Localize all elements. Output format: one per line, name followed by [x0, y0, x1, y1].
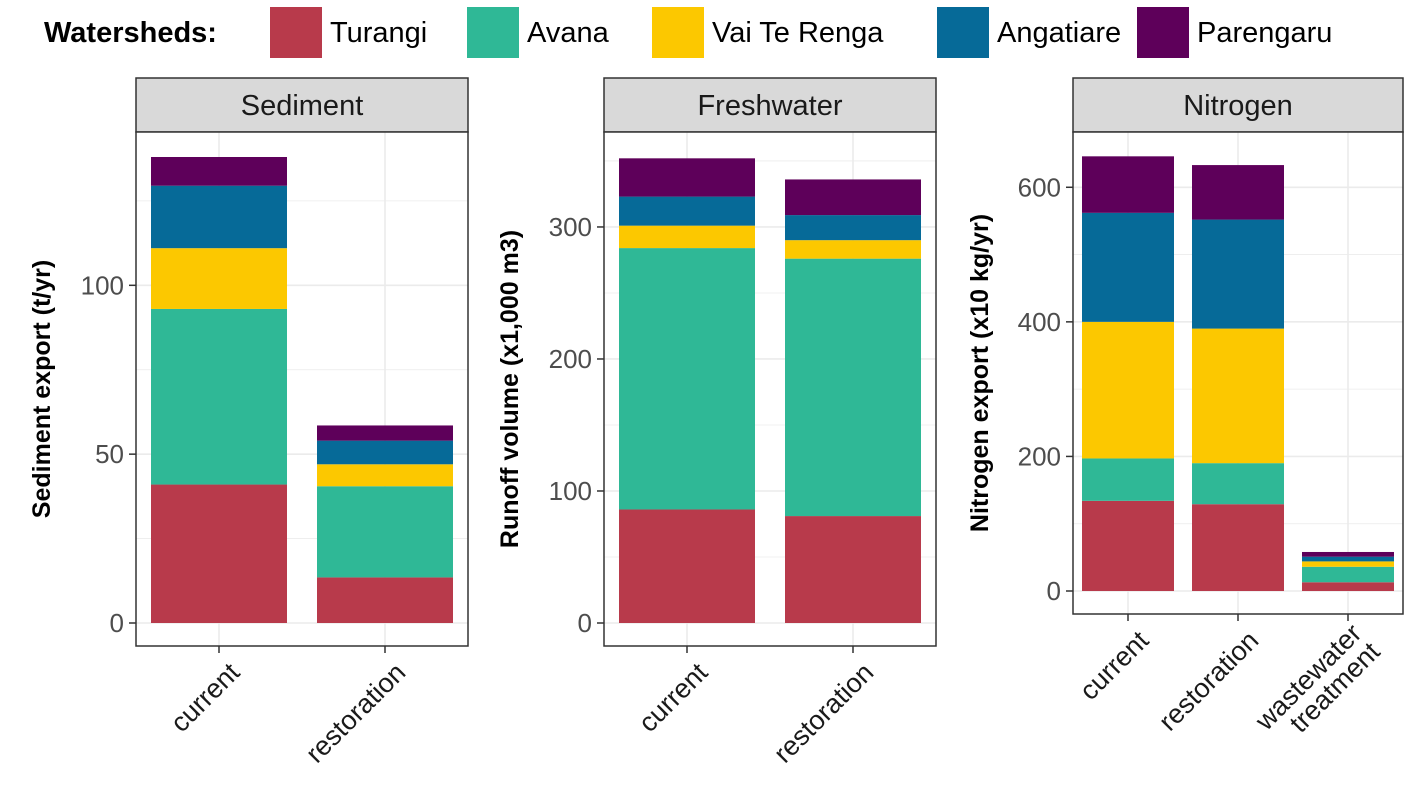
legend-key-parengaru: [1137, 7, 1189, 58]
bar-vai-te-renga-restoration: [785, 240, 921, 259]
legend-item-angatiare: Angatiare: [937, 7, 1121, 58]
bar-avana-current: [151, 308, 287, 485]
y-tick-label: 200: [1018, 441, 1061, 471]
bar-avana-wastewater-treatment: [1302, 566, 1394, 583]
legend-label-angatiare: Angatiare: [997, 17, 1121, 49]
y-tick-label: 0: [1047, 576, 1061, 606]
facet-strip-sediment: [135, 77, 469, 133]
x-tick-label-line: current: [633, 657, 714, 738]
bar-avana-restoration: [785, 258, 921, 517]
bars: [151, 157, 453, 623]
bar-parengaru-restoration: [1192, 165, 1284, 220]
facet-title-sediment: Sediment: [241, 90, 364, 122]
legend-key-angatiare: [937, 7, 989, 58]
x-tick-label-current: current: [1074, 625, 1155, 706]
bars: [1082, 156, 1394, 591]
bar-turangi-restoration: [1192, 504, 1284, 591]
x-tick-label-line: current: [165, 657, 246, 738]
bar-avana-current: [619, 248, 755, 510]
x-tick-label-current: current: [633, 657, 714, 738]
y-tick-label: 100: [81, 270, 124, 300]
bar-parengaru-restoration: [785, 179, 921, 216]
y-tick-label: 200: [549, 344, 592, 374]
bar-vai-te-renga-current: [151, 248, 287, 309]
legend-label-turangi: Turangi: [330, 17, 427, 49]
x-tick-label-current: current: [165, 657, 246, 738]
y-tick-label: 300: [549, 212, 592, 242]
facet-title-freshwater: Freshwater: [697, 90, 842, 122]
panel-sediment: Sediment 0 50 100 current restoration Sediment…: [28, 77, 469, 769]
legend: Watersheds: Turangi Avana Vai Te Renga Angat…: [44, 7, 1332, 58]
panel-border: [135, 131, 469, 647]
x-tick-label-line: restoration: [300, 657, 411, 768]
panel-freshwater: Freshwater 0 100 200 300 current restoration Ru…: [496, 77, 937, 769]
bar-parengaru-restoration: [317, 425, 453, 441]
bar-vai-te-renga-restoration: [317, 464, 453, 487]
bar-vai-te-renga-restoration: [1192, 328, 1284, 464]
legend-label-avana: Avana: [527, 17, 610, 49]
x-tick-label-line: restoration: [1153, 625, 1264, 736]
bar-vai-te-renga-current: [1082, 321, 1174, 459]
legend-key-turangi: [270, 7, 322, 58]
bar-parengaru-current: [151, 157, 287, 186]
y-tick-label: 600: [1018, 172, 1061, 202]
bar-turangi-wastewater-treatment: [1302, 582, 1394, 591]
bar-vai-te-renga-wastewater-treatment: [1302, 561, 1394, 567]
legend-item-parengaru: Parengaru: [1137, 7, 1332, 58]
legend-label-vai-te-renga: Vai Te Renga: [712, 17, 884, 49]
legend-item-avana: Avana: [467, 7, 610, 58]
x-tick-label-restoration: restoration: [1153, 625, 1264, 736]
bar-angatiare-current: [619, 196, 755, 226]
x-tick-label-restoration: restoration: [768, 657, 879, 768]
bar-parengaru-current: [619, 158, 755, 197]
bar-parengaru-wastewater-treatment: [1302, 551, 1394, 557]
x-tick-label-line: restoration: [768, 657, 879, 768]
y-tick-label: 50: [95, 439, 124, 469]
bar-parengaru-current: [1082, 156, 1174, 213]
bar-angatiare-wastewater-treatment: [1302, 556, 1394, 562]
facet-strip-freshwater: [603, 77, 937, 133]
x-tick-label-restoration: restoration: [300, 657, 411, 768]
y-tick-label: 100: [549, 476, 592, 506]
bar-angatiare-restoration: [1192, 219, 1284, 329]
bar-turangi-current: [619, 509, 755, 623]
legend-label-parengaru: Parengaru: [1197, 17, 1332, 49]
bars: [619, 158, 921, 623]
y-axis-title-sediment: Sediment export (t/yr): [28, 260, 56, 518]
panel-nitrogen: Nitrogen 0 200 400 600 currentrestorationwast…: [966, 77, 1404, 755]
bar-angatiare-restoration: [317, 440, 453, 465]
bar-turangi-current: [151, 484, 287, 623]
legend-item-turangi: Turangi: [270, 7, 427, 58]
x-tick-label-wastewater-treatment: wastewatertreatment: [1249, 618, 1386, 755]
y-tick-label: 400: [1018, 307, 1061, 337]
y-tick-label: 0: [110, 608, 124, 638]
bar-turangi-restoration: [785, 516, 921, 623]
panel-border: [603, 131, 937, 647]
legend-key-avana: [467, 7, 519, 58]
legend-item-vai-te-renga: Vai Te Renga: [652, 7, 884, 58]
legend-key-vai-te-renga: [652, 7, 704, 58]
bar-turangi-restoration: [317, 577, 453, 623]
bar-angatiare-current: [151, 185, 287, 249]
facet-strip-nitrogen: [1072, 77, 1404, 133]
bar-avana-restoration: [317, 486, 453, 578]
facet-title-nitrogen: Nitrogen: [1183, 90, 1293, 122]
legend-title: Watersheds:: [44, 17, 217, 49]
y-axis-title-nitrogen: Nitrogen export (x10 kg/yr): [966, 214, 994, 532]
bar-turangi-current: [1082, 500, 1174, 591]
bar-avana-current: [1082, 458, 1174, 501]
y-axis-title-freshwater: Runoff volume (x1,000 m3): [496, 230, 524, 548]
bar-angatiare-current: [1082, 212, 1174, 322]
y-tick-label: 0: [578, 608, 592, 638]
bar-vai-te-renga-current: [619, 225, 755, 249]
bar-angatiare-restoration: [785, 215, 921, 241]
x-tick-label-line: current: [1074, 625, 1155, 706]
bar-avana-restoration: [1192, 463, 1284, 505]
